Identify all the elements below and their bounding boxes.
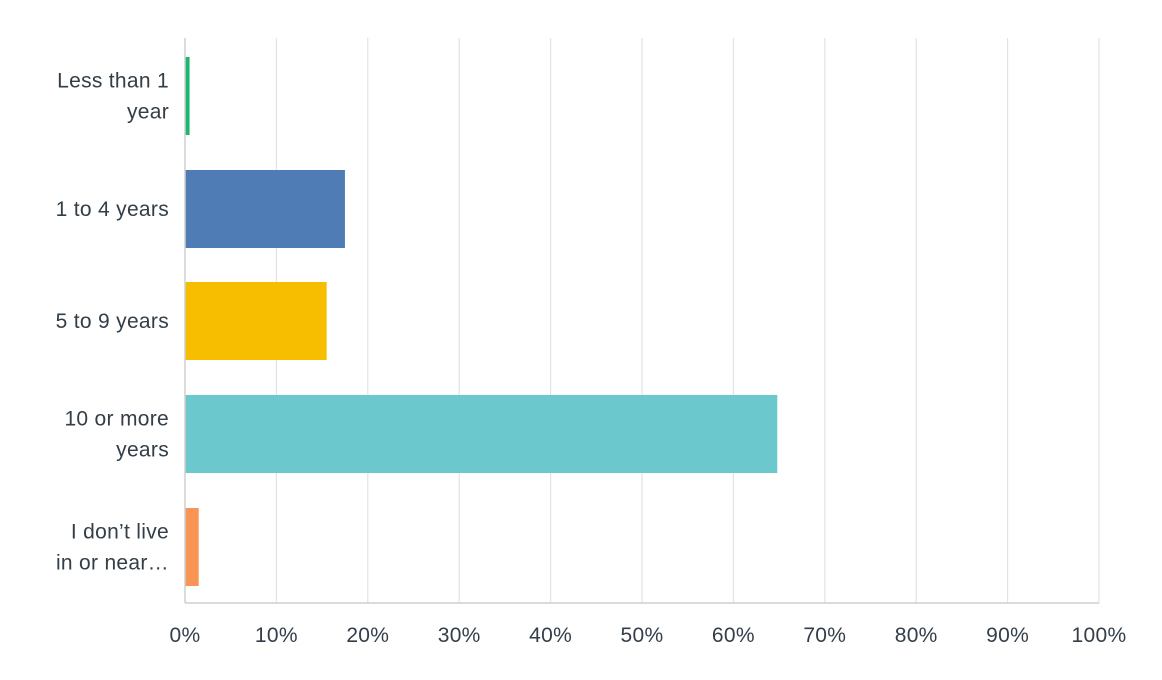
bars [185, 57, 778, 586]
x-tick-label: 70% [803, 624, 846, 647]
bar [185, 170, 345, 248]
x-tick-label: 80% [895, 624, 938, 647]
category-label: in or near… [56, 552, 169, 575]
category-label: 10 or more [64, 408, 169, 431]
category-label: 1 to 4 years [56, 198, 169, 221]
category-label: years [116, 439, 169, 462]
x-tick-label: 60% [712, 624, 755, 647]
category-label: 5 to 9 years [56, 310, 169, 333]
category-label: year [127, 101, 169, 124]
x-tick-label: 90% [986, 624, 1029, 647]
bar [185, 57, 190, 135]
gridlines [275, 38, 1100, 603]
x-tick-label: 40% [529, 624, 572, 647]
x-tick-label: 50% [621, 624, 664, 647]
bar [185, 395, 778, 473]
category-label: I don’t live [71, 521, 169, 544]
x-tick-label: 10% [255, 624, 298, 647]
x-axis-ticks: 0% 10% 20% 30% 40% 50% 60% 70% 80% 90% 100% [170, 624, 1127, 647]
x-tick-label: 20% [346, 624, 389, 647]
bar [185, 508, 199, 586]
category-labels: Less than 1 year 1 to 4 years 5 to 9 years 1… [56, 70, 169, 575]
x-tick-label: 0% [170, 624, 201, 647]
bar [185, 282, 327, 360]
x-tick-label: 100% [1072, 624, 1127, 647]
x-tick-label: 30% [438, 624, 481, 647]
category-label: Less than 1 [57, 70, 169, 93]
